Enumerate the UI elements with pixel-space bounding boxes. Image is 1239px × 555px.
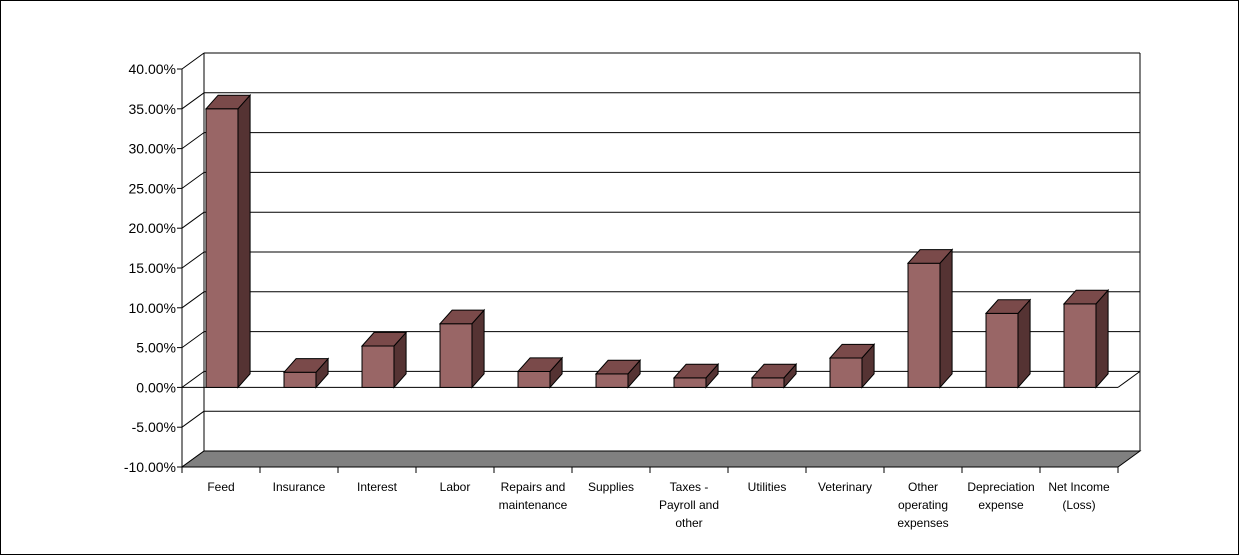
wall-gridline — [181, 291, 205, 309]
x-category-label: Supplies — [588, 480, 634, 494]
bar-side — [939, 248, 953, 389]
bar-top — [204, 94, 252, 110]
bar-front — [673, 377, 707, 388]
bar — [672, 362, 720, 389]
y-tick-label: 5.00% — [136, 340, 176, 356]
floor-layer — [180, 450, 1142, 468]
bar-top — [672, 363, 720, 379]
bar-front — [517, 370, 551, 388]
bar-top — [906, 249, 954, 264]
bar-top — [750, 363, 798, 379]
bar-layer — [204, 93, 1110, 389]
bar — [282, 357, 330, 389]
zero-line-depth — [1117, 370, 1141, 388]
bar — [750, 362, 798, 389]
bar-front — [439, 323, 473, 388]
y-tick-label: 10.00% — [129, 300, 176, 316]
wall-gridline — [181, 211, 205, 229]
bar — [204, 93, 252, 389]
wall-gridline — [181, 370, 205, 388]
x-category-label: Other operating expenses — [897, 480, 948, 530]
bar-front — [985, 312, 1019, 388]
bar-front — [907, 262, 941, 388]
bar-top — [828, 343, 876, 359]
bar — [906, 248, 954, 389]
bar-top — [1062, 289, 1110, 305]
y-tick-label: 15.00% — [129, 260, 176, 276]
bar-front — [829, 357, 863, 388]
bar-side — [1095, 288, 1109, 389]
axis-layer: 40.00% 35.00% 30.00% 25.00% 20.00% 15.00% 10.0… — [124, 61, 1141, 475]
bar-side — [237, 93, 251, 389]
bar-front — [205, 108, 239, 388]
bar-top — [984, 299, 1032, 314]
bar-front — [751, 377, 785, 388]
x-category-label: Depreciation expense — [967, 480, 1034, 512]
bar-side — [1017, 298, 1031, 389]
bar-top — [282, 358, 330, 373]
x-category-label: Interest — [357, 480, 398, 494]
x-category-label: Labor — [440, 480, 471, 494]
grid-layer — [181, 52, 1141, 468]
x-category-label: Net Income (Loss) — [1048, 480, 1110, 512]
x-category-label: Utilities — [748, 480, 787, 494]
wall-gridline — [181, 92, 205, 110]
x-category-label: Repairs and maintenance — [499, 480, 568, 512]
bar — [516, 356, 564, 389]
wall-gridline — [181, 171, 205, 189]
y-tick-label: 30.00% — [129, 141, 176, 157]
bar — [984, 298, 1032, 389]
bar-front — [595, 373, 629, 388]
bar-front — [1063, 303, 1097, 388]
bar-top — [360, 331, 408, 347]
y-tick-label: 0.00% — [136, 379, 176, 395]
bar-top — [516, 357, 564, 372]
bar-front — [283, 371, 317, 388]
wall-gridline — [181, 132, 205, 150]
wall-gridline — [181, 410, 205, 428]
y-tick-label: 35.00% — [129, 101, 176, 117]
bar — [438, 308, 486, 389]
wall-gridline — [181, 331, 205, 349]
x-category-label: Feed — [207, 480, 234, 494]
wall-gridline — [181, 52, 205, 70]
x-category-label: Taxes -Payroll and other — [659, 480, 719, 530]
x-category-label: Veterinary — [818, 480, 872, 494]
wall-gridline — [181, 251, 205, 269]
y-tick-label: -10.00% — [124, 459, 176, 475]
x-category-label: Insurance — [273, 480, 326, 494]
bar-top — [594, 359, 642, 375]
chart-floor — [180, 450, 1142, 468]
y-tick-label: -5.00% — [132, 419, 176, 435]
bar — [828, 343, 876, 389]
bar-top — [438, 309, 486, 325]
bar-front — [361, 345, 395, 388]
bar — [594, 358, 642, 389]
label-layer: Feed Insurance Interest Labor Repairs and mai… — [207, 480, 1110, 530]
y-tick-label: 40.00% — [129, 61, 176, 77]
bar — [360, 331, 408, 389]
y-tick-label: 25.00% — [129, 180, 176, 196]
y-tick-label: 20.00% — [129, 220, 176, 236]
bar — [1062, 288, 1110, 389]
